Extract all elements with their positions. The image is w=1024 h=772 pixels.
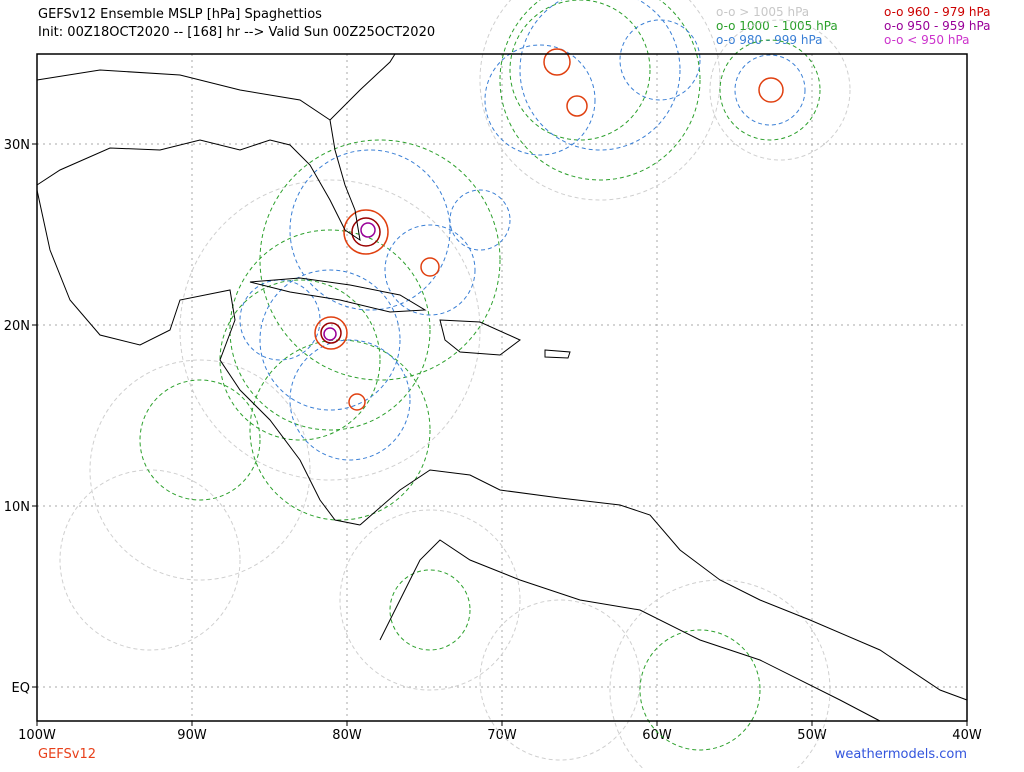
x-tick-label: 80W <box>332 728 362 743</box>
y-tick-label: 20N <box>4 319 30 334</box>
legend-entry: o-o > 1005 hPa <box>716 5 809 19</box>
subtitle: Init: 00Z18OCT2020 -- [168] hr --> Valid… <box>38 25 435 40</box>
x-tick-label: 60W <box>642 728 672 743</box>
y-tick-label: 10N <box>4 500 30 515</box>
legend-entry: o-o 960 - 979 hPa <box>884 5 991 19</box>
title: GEFSv12 Ensemble MSLP [hPa] Spaghettios <box>38 7 322 22</box>
site-label: weathermodels.com <box>835 747 967 762</box>
coastlines <box>36 53 968 722</box>
y-tick-label: EQ <box>12 681 30 696</box>
legend-entry: o-o 950 - 959 hPa <box>884 19 991 33</box>
x-tick-label: 50W <box>797 728 827 743</box>
map-contours <box>59 0 851 772</box>
x-tick-label: 90W <box>177 728 207 743</box>
map-frame <box>36 53 968 722</box>
x-tick-label: 40W <box>952 728 982 743</box>
legend-entry: o-o < 950 hPa <box>884 33 970 47</box>
x-tick-label: 100W <box>18 728 56 743</box>
model-label: GEFSv12 <box>38 747 96 762</box>
legend-entry: o-o 1000 - 1005 hPa <box>716 19 838 33</box>
y-tick-label: 30N <box>4 138 30 153</box>
